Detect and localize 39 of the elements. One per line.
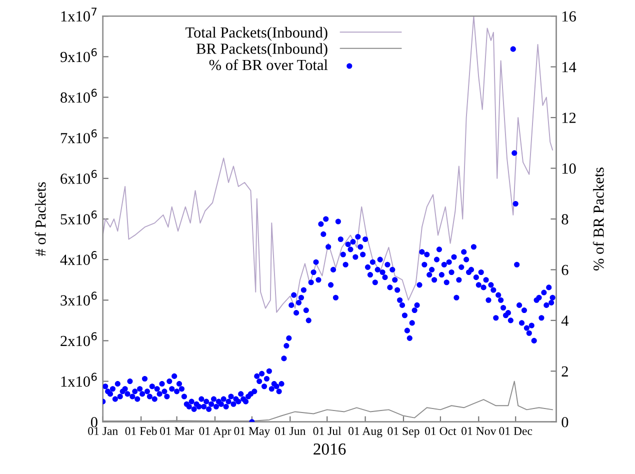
x-tick-label: 01 Jan [88,427,118,436]
y2-tick-label: 12 [562,112,576,123]
y-tick-label: 3x10$^{6}$ [60,292,97,306]
legend-label: BR Packets(Inbound) [196,43,328,57]
y2-tick-label: 6 [562,264,568,276]
legend-label: % of BR over Total [209,59,328,70]
x-tick-label: 01 Mar [160,427,194,436]
line-series [102,16,554,313]
y-tick-label: 9x10$^{6}$ [60,48,97,62]
y2-tick-label: 14 [562,62,576,72]
y-tick-label: 1x10$^{7}$ [61,8,97,22]
y2-tick-label: 8 [562,214,568,224]
x-tick-label: 01 Feb [125,426,157,436]
y2-axis-title: % of BR Packets [592,168,604,270]
x-tick-label: 01 May [234,427,270,438]
y2-tick-label: 0 [562,417,568,428]
y2-tick-label: 4 [561,316,569,326]
y-axis-title: # of Packets [34,182,46,256]
y-tick-label: 8x10$^{6}$ [60,88,97,103]
y-tick-label: 2x10$^{6}$ [60,332,97,346]
x-tick-label: 01 Jun [275,427,306,436]
y-tick-label: 1x10$^{6}$ [61,372,97,387]
y-tick-label: 6x10$^{6}$ [60,170,97,184]
y-tick-label: 4x10$^{6}$ [60,251,97,265]
y-tick-label: 0 [90,417,98,428]
x-tick-label: 01 Apr [199,427,232,438]
x-tick-label: 01 Nov [462,427,496,436]
x-tick-label: 01 Sep [388,427,420,438]
y-tick-label: 7x10$^{6}$ [60,129,97,144]
y2-tick-label: 10 [562,163,576,174]
x-tick-label: 01 Aug [348,427,382,438]
y2-tick-label: 2 [562,366,568,376]
y2-tick-label: 16 [562,11,576,22]
legend-label: Total Packets(Inbound) [186,26,328,41]
x-tick-label: 01 Jul [313,426,342,436]
x-axis-title: 2016 [314,443,346,455]
y-tick-label: 5x10$^{6}$ [60,210,97,224]
x-tick-label: 01 Dec [499,427,532,436]
x-tick-label: 01 Oct [424,427,456,436]
